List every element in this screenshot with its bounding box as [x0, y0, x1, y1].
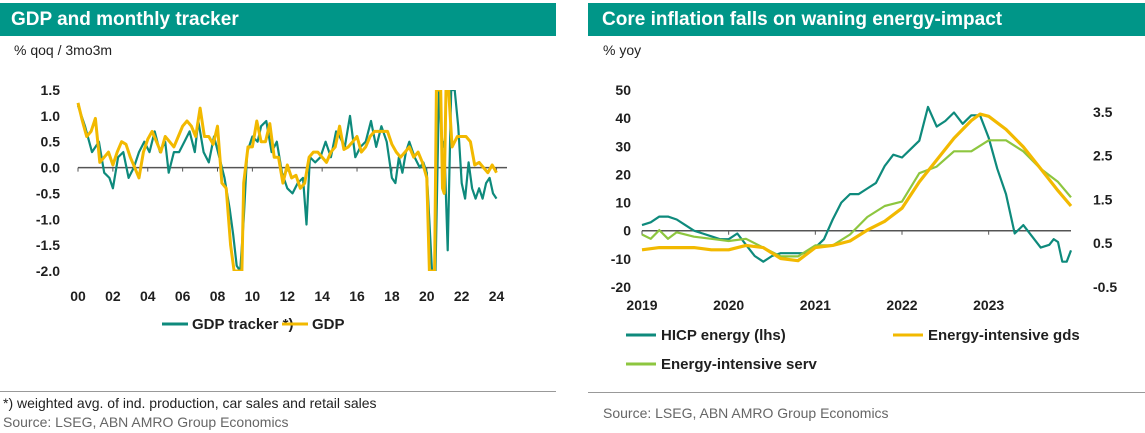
legend-label: GDP	[312, 316, 345, 333]
y-tick-label: 1.5	[41, 82, 61, 98]
gdp-line	[76, 90, 498, 271]
y-tick-label: -2.0	[36, 263, 60, 279]
x-tick-label: 2022	[886, 297, 917, 313]
x-tick-label: 18	[384, 288, 400, 304]
x-tick-label: 14	[314, 288, 330, 304]
energy-intensive-goods-line	[641, 112, 1073, 263]
y-tick-label: 1.0	[41, 108, 61, 124]
hicp-energy-line	[641, 105, 1073, 263]
x-tick-label: 16	[349, 288, 365, 304]
y-tick-label: 0.0	[41, 160, 61, 176]
y-tick-label: 0	[623, 223, 631, 239]
y-tick-label: -1.5	[36, 237, 60, 253]
x-tick-label: 12	[279, 288, 295, 304]
x-tick-label: 2019	[626, 297, 657, 313]
left-unit-label: % qoq / 3mo3m	[14, 42, 113, 58]
gdp-tracker-chart: 1.5 1.0 0.5 0.0 -0.5 -1.0 -1.5 -2.0 00 02 04 06 08 10…	[36, 82, 507, 333]
y2-tick-label: 0.5	[1093, 235, 1113, 251]
x-tick-label: 2020	[713, 297, 744, 313]
x-tick-label: 2021	[800, 297, 831, 313]
x-tick-label: 2023	[973, 297, 1004, 313]
y-tick-label: -20	[611, 279, 631, 295]
legend-label: HICP energy (lhs)	[661, 327, 786, 344]
x-tick-label: 24	[489, 288, 505, 304]
x-tick-label: 06	[175, 288, 191, 304]
legend-label: Energy-intensive serv	[661, 356, 818, 373]
x-tick-label: 10	[245, 288, 261, 304]
x-tick-label: 00	[70, 288, 86, 304]
y2-tick-label: -0.5	[1093, 279, 1117, 295]
left-chart-panel: GDP and monthly tracker % qoq / 3mo3m 1.…	[0, 0, 556, 433]
y-tick-label: 0.5	[41, 134, 61, 150]
y2-tick-label: 3.5	[1093, 104, 1113, 120]
y2-tick-label: 1.5	[1093, 191, 1113, 207]
left-footnote: *) weighted avg. of ind. production, car…	[3, 395, 377, 411]
x-tick-label: 22	[454, 288, 470, 304]
y2-tick-label: 2.5	[1093, 148, 1113, 164]
left-chart-title: GDP and monthly tracker	[0, 3, 556, 36]
right-chart-title: Core inflation falls on waning energy-im…	[588, 3, 1145, 36]
right-unit-label: % yoy	[603, 42, 642, 58]
x-tick-label: 04	[140, 288, 156, 304]
y-tick-label: -10	[611, 251, 631, 267]
y-tick-label: -0.5	[36, 185, 60, 201]
right-divider	[588, 392, 1145, 393]
y-tick-label: 20	[615, 166, 631, 182]
x-tick-label: 20	[419, 288, 435, 304]
legend-label: Energy-intensive gds	[928, 327, 1080, 344]
right-chart-panel: Core inflation falls on waning energy-im…	[588, 0, 1145, 433]
y-tick-label: 40	[615, 110, 631, 126]
x-tick-label: 02	[105, 288, 121, 304]
y-tick-label: 50	[615, 82, 631, 98]
y-tick-label: 10	[615, 195, 631, 211]
y-tick-label: -1.0	[36, 211, 60, 227]
series-group	[76, 90, 498, 271]
right-source: Source: LSEG, ABN AMRO Group Economics	[603, 405, 889, 421]
legend-label: GDP tracker *)	[192, 316, 293, 333]
y-tick-label: 30	[615, 138, 631, 154]
energy-intensive-services-line	[641, 139, 1072, 258]
inflation-chart: 50 40 30 20 10 0 -10 -20 3.5 2.5 1.5 0.5 -0.5 2019 202…	[611, 82, 1118, 373]
left-divider	[0, 391, 556, 392]
x-tick-label: 08	[210, 288, 226, 304]
left-source: Source: LSEG, ABN AMRO Group Economics	[3, 414, 289, 430]
